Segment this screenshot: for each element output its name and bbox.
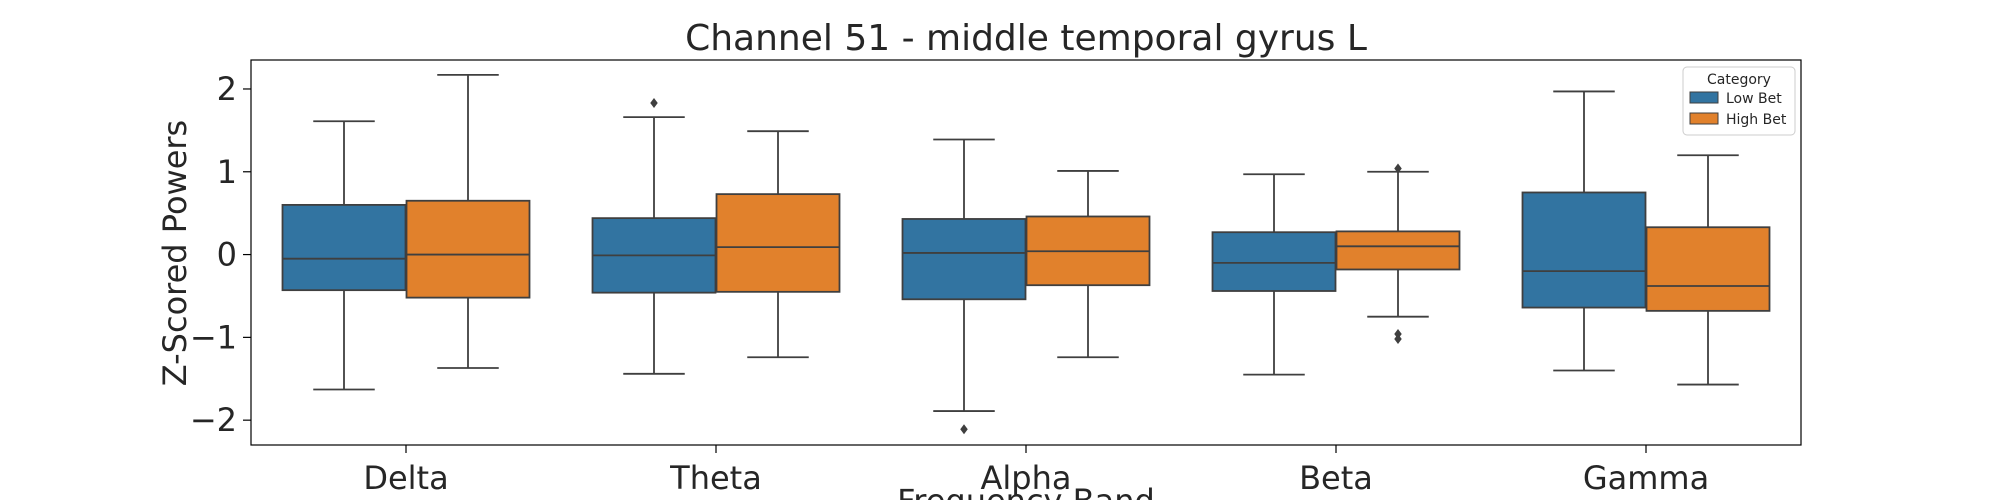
iqr-box	[1645, 226, 1771, 312]
box-low-bet-theta	[591, 98, 717, 375]
y-tick-label: 0	[217, 236, 237, 274]
box-low-bet-beta	[1211, 173, 1337, 376]
x-axis-label: Frequency Band	[897, 482, 1155, 500]
box-high-bet-gamma	[1645, 154, 1771, 386]
legend-swatch-low-bet	[1689, 91, 1719, 104]
y-axis: −2 −1 0 1 2	[190, 70, 251, 439]
y-tick-label: 2	[217, 70, 237, 108]
y-axis-label: Z-Scored Powers	[156, 120, 194, 386]
box-low-bet-alpha	[901, 138, 1027, 435]
iqr-box	[405, 199, 531, 299]
outlier-point	[1394, 163, 1402, 174]
legend: Category Low Bet High Bet	[1682, 66, 1796, 136]
iqr-box	[1335, 230, 1461, 271]
x-axis: Delta Theta Alpha Beta Gamma	[363, 445, 1709, 497]
x-tick-label-beta: Beta	[1299, 459, 1373, 497]
box-low-bet-gamma	[1521, 90, 1647, 372]
outlier-point	[650, 98, 658, 109]
outlier-point	[1394, 334, 1402, 345]
plot-marks	[281, 74, 1771, 435]
iqr-box	[1211, 231, 1337, 292]
x-tick-label-delta: Delta	[363, 459, 448, 497]
chart-title: Channel 51 - middle temporal gyrus L	[685, 18, 1367, 59]
iqr-box	[281, 203, 407, 292]
y-tick-label: 1	[217, 153, 237, 191]
x-tick-label-theta: Theta	[669, 459, 762, 497]
outlier-point	[960, 424, 968, 435]
y-tick-label: −1	[190, 318, 237, 356]
box-high-bet-theta	[715, 130, 841, 359]
y-tick-label: −2	[190, 401, 237, 439]
box-high-bet-alpha	[1025, 170, 1151, 359]
iqr-box	[715, 193, 841, 293]
x-tick-label-alpha: Alpha	[981, 459, 1072, 497]
iqr-box	[901, 218, 1027, 301]
legend-label-high-bet: High Bet	[1726, 112, 1787, 128]
legend-swatch-high-bet	[1689, 112, 1719, 125]
box-low-bet-delta	[281, 120, 407, 391]
box-high-bet-delta	[405, 74, 531, 369]
legend-label-low-bet: Low Bet	[1726, 91, 1782, 107]
iqr-box	[1521, 191, 1647, 309]
legend-title: Category	[1707, 72, 1771, 88]
box-high-bet-beta	[1335, 163, 1461, 345]
x-tick-label-gamma: Gamma	[1583, 459, 1709, 497]
